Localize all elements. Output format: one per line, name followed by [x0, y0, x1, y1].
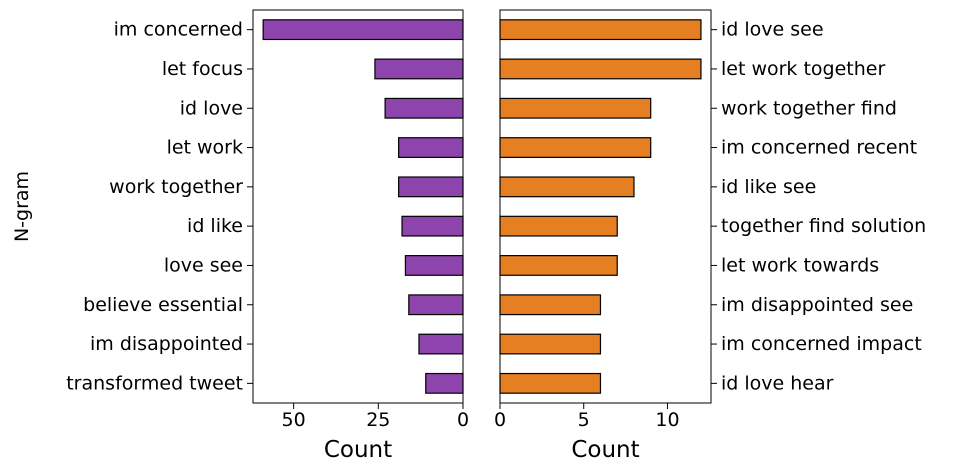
category-label: let work — [167, 137, 243, 159]
bar-id-like-see — [499, 176, 635, 198]
x-tick-label: 5 — [578, 409, 590, 431]
bar-im-concerned-recent — [499, 137, 652, 158]
right-chart-panel: id love see let work together work togethe… — [494, 9, 926, 463]
x-tick-label: 10 — [655, 409, 679, 431]
x-tick-label: 0 — [457, 409, 469, 431]
category-label: id like — [187, 215, 243, 237]
bar-love-see — [404, 255, 464, 276]
category-label: let focus — [162, 58, 243, 80]
bar-id-love — [384, 97, 464, 119]
bar-let-focus — [374, 58, 464, 80]
bar-im-concerned — [262, 19, 464, 41]
category-label: id love hear — [721, 372, 834, 394]
category-label: believe essential — [83, 294, 243, 316]
left-chart-panel: im concerned let focus id love let work work… — [11, 9, 469, 463]
bar-id-love-see — [499, 19, 702, 41]
bar-transformed-tweet — [425, 372, 464, 394]
category-label: im concerned recent — [721, 137, 917, 159]
bar-id-like — [401, 215, 464, 237]
category-label: im disappointed see — [721, 294, 913, 316]
x-tick-label: 50 — [282, 409, 306, 431]
bar-work-together-find — [499, 97, 652, 119]
x-tick-label: 0 — [494, 409, 506, 431]
category-label: work together find — [721, 97, 897, 119]
axes-frame — [252, 9, 464, 404]
y-axis-title: N-gram — [11, 171, 33, 242]
bar-im-disappointed — [418, 333, 464, 355]
category-label: work together — [109, 176, 243, 198]
bar-let-work — [398, 137, 464, 158]
bar-im-concerned-impact — [499, 333, 602, 355]
x-axis-title: Count — [571, 437, 639, 463]
bar-let-work-together — [499, 58, 702, 80]
category-label: im concerned — [114, 19, 243, 41]
category-label: together find solution — [721, 215, 926, 237]
bar-believe-essential — [408, 294, 464, 316]
category-label: love see — [164, 254, 243, 276]
category-label: let work together — [721, 58, 885, 80]
category-label: id love — [180, 97, 243, 119]
category-label: im concerned impact — [721, 333, 922, 355]
x-tick-label: 25 — [366, 409, 390, 431]
category-label: transformed tweet — [66, 372, 243, 394]
bar-together-find-solution — [499, 215, 618, 237]
bar-id-love-hear — [499, 372, 602, 394]
category-label: let work towards — [721, 254, 879, 276]
category-label: im disappointed — [90, 333, 243, 355]
bar-im-disappointed-see — [499, 294, 602, 316]
axes-frame — [499, 9, 712, 404]
category-label: id like see — [721, 176, 816, 198]
x-axis-title: Count — [324, 437, 392, 463]
bar-work-together — [398, 176, 464, 198]
category-label: id love see — [721, 19, 824, 41]
bar-let-work-towards — [499, 255, 618, 276]
